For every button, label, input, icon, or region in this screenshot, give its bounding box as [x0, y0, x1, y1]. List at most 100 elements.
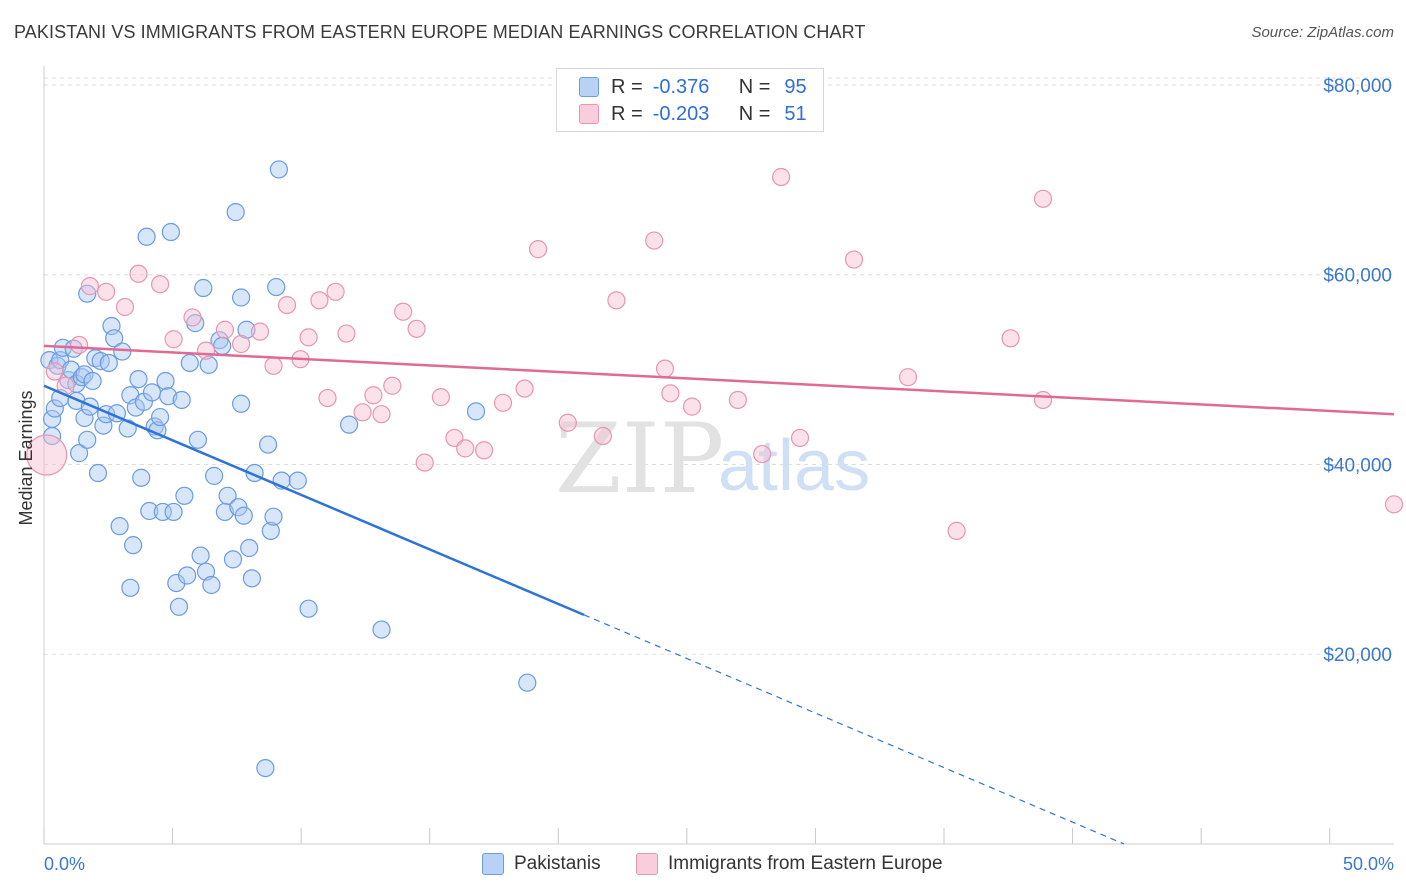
point-pakistanis — [142, 383, 162, 402]
legend-n-label: N = — [738, 75, 771, 98]
point-pakistanis — [466, 402, 486, 421]
point-pakistanis — [202, 575, 221, 595]
gridlines — [44, 77, 1394, 655]
point-pakistanis — [242, 569, 261, 588]
point-eastern-europe — [215, 320, 234, 339]
legend-row-eastern-europe: R = -0.203 N = 51 — [579, 101, 807, 127]
point-pakistanis — [121, 578, 140, 597]
point-pakistanis — [288, 471, 307, 490]
point-eastern-europe — [326, 282, 345, 301]
point-eastern-europe — [394, 302, 413, 321]
point-eastern-europe — [232, 334, 251, 354]
point-eastern-europe — [1001, 329, 1020, 348]
point-pakistanis — [226, 203, 245, 222]
point-pakistanis — [156, 371, 175, 391]
series-eastern-europe — [26, 167, 1404, 541]
point-pakistanis — [213, 336, 232, 355]
trend-line-pakistanis — [43, 384, 585, 617]
point-pakistanis — [72, 368, 91, 387]
point-pakistanis — [78, 430, 97, 449]
point-pakistanis — [256, 758, 275, 778]
point-eastern-europe — [337, 324, 356, 343]
point-pakistanis — [45, 399, 64, 418]
point-eastern-europe — [96, 282, 116, 301]
y-axis-label: Median Earnings — [16, 390, 36, 525]
point-pakistanis — [240, 538, 259, 558]
point-pakistanis — [223, 550, 243, 569]
point-pakistanis — [75, 408, 94, 428]
legend-box: R = -0.376 N = 95 R = -0.203 N = 51 — [556, 68, 824, 132]
point-eastern-europe — [593, 426, 613, 446]
point-eastern-europe — [1033, 189, 1053, 208]
y-tick-label: $40,000 — [1323, 455, 1392, 476]
point-pakistanis — [188, 430, 207, 449]
point-eastern-europe — [353, 403, 372, 422]
point-eastern-europe — [431, 388, 450, 407]
legend-n-label: N = — [738, 102, 771, 125]
point-eastern-europe — [898, 368, 918, 387]
point-eastern-europe — [493, 393, 513, 412]
point-eastern-europe — [318, 388, 337, 408]
point-eastern-europe — [129, 264, 148, 283]
point-pakistanis — [180, 353, 199, 373]
bottom-legend-swatch-blue — [482, 853, 504, 875]
point-eastern-europe — [753, 444, 772, 464]
point-pakistanis — [113, 342, 132, 361]
point-pakistanis — [172, 390, 191, 410]
point-pakistanis — [175, 486, 194, 505]
point-pakistanis — [140, 501, 159, 521]
point-eastern-europe — [299, 328, 318, 347]
point-pakistanis — [129, 369, 148, 389]
point-eastern-europe — [1033, 390, 1053, 410]
point-pakistanis — [232, 288, 251, 307]
point-pakistanis — [269, 160, 288, 179]
point-eastern-europe — [80, 277, 100, 296]
point-pakistanis — [178, 566, 197, 585]
point-pakistanis — [261, 521, 280, 541]
y-tick-label: $20,000 — [1323, 645, 1392, 666]
y-tick-label: $80,000 — [1323, 76, 1392, 97]
point-eastern-europe — [264, 356, 283, 375]
point-eastern-europe — [151, 275, 170, 294]
watermark-zip: ZIP — [555, 403, 724, 515]
point-pakistanis — [267, 277, 286, 297]
point-pakistanis — [132, 468, 151, 487]
point-pakistanis — [194, 278, 213, 298]
point-eastern-europe — [515, 379, 534, 398]
point-eastern-europe — [728, 390, 748, 410]
point-eastern-europe — [26, 434, 68, 476]
point-pakistanis — [372, 620, 391, 639]
point-pakistanis — [151, 407, 170, 427]
point-eastern-europe — [415, 453, 434, 472]
point-eastern-europe — [558, 413, 577, 432]
source-note: Source: ZipAtlas.com — [1251, 24, 1394, 41]
axes — [43, 66, 1394, 845]
point-pakistanis — [69, 444, 89, 463]
legend-swatch-pink — [579, 104, 599, 124]
point-pakistanis — [124, 536, 143, 555]
point-eastern-europe — [947, 521, 966, 541]
point-pakistanis — [237, 320, 256, 339]
point-eastern-europe — [183, 308, 202, 327]
y-tick-labels: $20,000 $40,000 $60,000 $80,000 — [1323, 76, 1392, 666]
point-pakistanis — [105, 329, 124, 348]
point-pakistanis — [196, 562, 216, 581]
legend-r-label: R = — [611, 75, 643, 98]
bottom-legend-swatch-pink — [636, 853, 658, 875]
bottom-legend-label: Pakistanis — [514, 853, 601, 874]
point-eastern-europe — [456, 439, 475, 458]
point-pakistanis — [137, 227, 156, 246]
point-pakistanis — [153, 502, 172, 522]
legend-r-value: -0.376 — [652, 75, 710, 98]
trend-lines — [43, 344, 1395, 845]
point-pakistanis — [83, 371, 102, 391]
point-eastern-europe — [383, 376, 402, 395]
bottom-legend-eastern-europe: Immigrants from Eastern Europe — [636, 851, 943, 877]
point-eastern-europe — [607, 291, 626, 310]
point-eastern-europe — [655, 359, 675, 378]
legend-n-value: 95 — [784, 75, 807, 98]
point-eastern-europe — [407, 319, 426, 338]
point-pakistanis — [264, 507, 283, 526]
legend-row-pakistanis: R = -0.376 N = 95 — [579, 74, 807, 100]
legend-swatch-blue — [579, 77, 599, 97]
